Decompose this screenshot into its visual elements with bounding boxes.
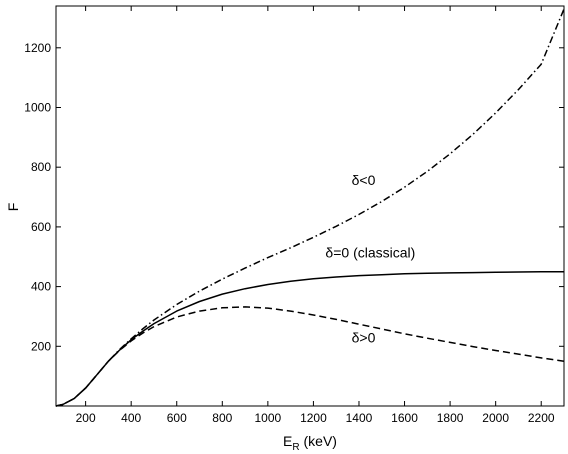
x-tick-label: 400 <box>121 411 141 425</box>
series-line-1 <box>55 270 564 407</box>
x-tick-label: 1800 <box>437 411 464 425</box>
y-tick-label: 400 <box>31 280 51 294</box>
x-tick-label: 1400 <box>346 411 373 425</box>
y-tick-label: 1000 <box>24 100 51 114</box>
series-label-0: δ<0 <box>352 172 376 188</box>
x-tick-label: 800 <box>212 411 232 425</box>
x-tick-label: 200 <box>76 411 96 425</box>
plot-frame <box>55 5 565 407</box>
x-tick-label: 1600 <box>391 411 418 425</box>
x-axis-ticks: 200 400 600 800 1000 1200 1400 1600 1800 2000 2200 <box>76 6 555 425</box>
y-axis-title: F <box>5 203 21 212</box>
series-lines <box>55 8 565 407</box>
x-axis-title: ER (keV) <box>283 433 337 453</box>
series-line-2 <box>55 306 565 407</box>
y-tick-label: 1200 <box>24 41 51 55</box>
y-tick-label: 600 <box>31 220 51 234</box>
series-label-1: δ=0 (classical) <box>325 245 415 261</box>
x-tick-label: 2200 <box>528 411 555 425</box>
x-tick-label: 1000 <box>255 411 282 425</box>
y-tick-label: 200 <box>31 339 51 353</box>
series-labels: δ<0 δ=0 (classical) δ>0 <box>325 172 415 346</box>
y-tick-label: 800 <box>31 160 51 174</box>
x-axis-title-unit: (keV) <box>300 433 337 449</box>
x-tick-label: 1200 <box>300 411 327 425</box>
y-axis-ticks: 200 400 600 800 1000 1200 <box>24 41 564 353</box>
x-axis-title-subscript: R <box>292 442 299 453</box>
series-label-2: δ>0 <box>352 330 376 346</box>
x-axis-title-main: E <box>283 433 292 449</box>
series-line-0 <box>55 8 565 407</box>
x-tick-label: 2000 <box>482 411 509 425</box>
x-tick-label: 600 <box>167 411 187 425</box>
